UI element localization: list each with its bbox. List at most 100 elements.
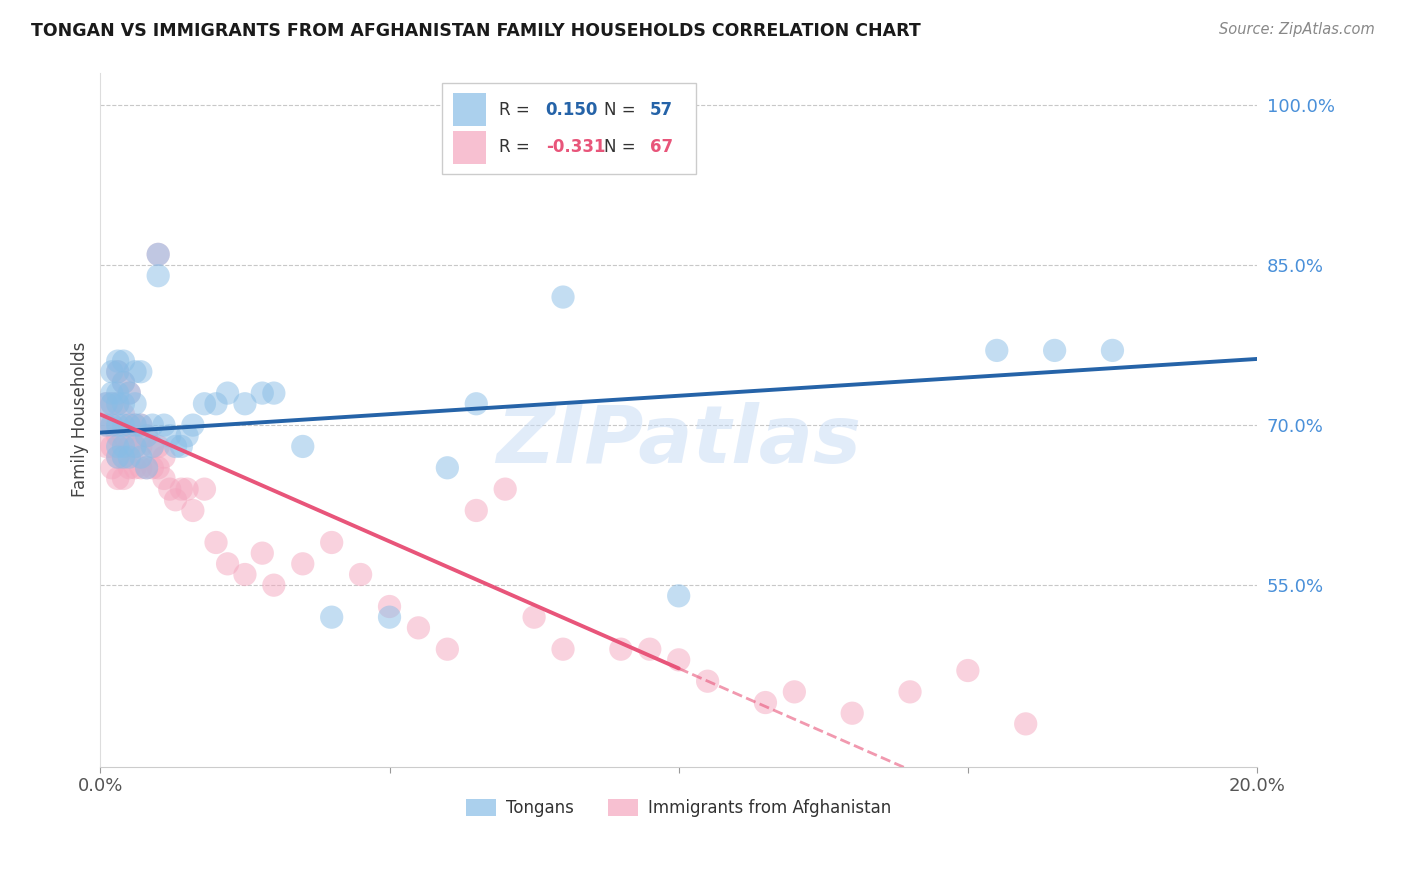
- Text: TONGAN VS IMMIGRANTS FROM AFGHANISTAN FAMILY HOUSEHOLDS CORRELATION CHART: TONGAN VS IMMIGRANTS FROM AFGHANISTAN FA…: [31, 22, 921, 40]
- Point: [141, 440, 163, 454]
- Point: [124, 418, 146, 433]
- Point: [193, 482, 215, 496]
- Point: [153, 471, 176, 485]
- Point: [841, 706, 863, 721]
- Point: [107, 365, 129, 379]
- Point: [112, 471, 135, 485]
- Point: [101, 418, 124, 433]
- Point: [135, 460, 157, 475]
- FancyBboxPatch shape: [441, 83, 696, 174]
- Point: [101, 397, 124, 411]
- Point: [148, 247, 170, 261]
- Point: [148, 460, 170, 475]
- Point: [181, 503, 204, 517]
- Point: [101, 418, 124, 433]
- Point: [124, 460, 146, 475]
- Point: [638, 642, 661, 657]
- Point: [112, 408, 135, 422]
- Point: [135, 460, 157, 475]
- Point: [101, 460, 124, 475]
- Point: [436, 642, 458, 657]
- Point: [112, 418, 135, 433]
- Point: [252, 546, 274, 560]
- Text: R =: R =: [499, 101, 536, 119]
- Point: [783, 685, 806, 699]
- Point: [101, 365, 124, 379]
- Point: [118, 450, 141, 464]
- Point: [205, 535, 228, 549]
- Point: [112, 450, 135, 464]
- Point: [124, 365, 146, 379]
- Point: [233, 397, 256, 411]
- Point: [176, 482, 198, 496]
- Point: [129, 440, 152, 454]
- Point: [176, 429, 198, 443]
- Point: [217, 386, 239, 401]
- Text: R =: R =: [499, 138, 536, 156]
- Point: [112, 376, 135, 390]
- Point: [523, 610, 546, 624]
- Point: [148, 440, 170, 454]
- Point: [165, 492, 187, 507]
- Point: [112, 429, 135, 443]
- Point: [986, 343, 1008, 358]
- Point: [494, 482, 516, 496]
- Point: [118, 460, 141, 475]
- Point: [754, 696, 776, 710]
- Point: [112, 440, 135, 454]
- Point: [170, 482, 193, 496]
- Point: [94, 397, 117, 411]
- Point: [118, 386, 141, 401]
- Point: [153, 450, 176, 464]
- Point: [94, 418, 117, 433]
- Point: [165, 440, 187, 454]
- Point: [129, 418, 152, 433]
- Point: [378, 610, 401, 624]
- Y-axis label: Family Households: Family Households: [72, 343, 89, 498]
- Point: [94, 418, 117, 433]
- Point: [124, 397, 146, 411]
- Point: [118, 418, 141, 433]
- Point: [107, 397, 129, 411]
- Point: [181, 418, 204, 433]
- Point: [291, 440, 314, 454]
- Point: [129, 460, 152, 475]
- Point: [107, 418, 129, 433]
- Point: [233, 567, 256, 582]
- Point: [107, 429, 129, 443]
- Point: [124, 418, 146, 433]
- Point: [465, 397, 488, 411]
- Point: [107, 450, 129, 464]
- Point: [135, 429, 157, 443]
- Point: [118, 418, 141, 433]
- Point: [101, 440, 124, 454]
- Point: [291, 557, 314, 571]
- Point: [321, 535, 343, 549]
- Point: [551, 290, 574, 304]
- Point: [112, 354, 135, 368]
- Point: [263, 386, 285, 401]
- Point: [129, 418, 152, 433]
- Point: [252, 386, 274, 401]
- Point: [124, 440, 146, 454]
- Point: [129, 450, 152, 464]
- Point: [205, 397, 228, 411]
- Point: [696, 674, 718, 689]
- Text: 57: 57: [650, 101, 673, 119]
- Point: [159, 482, 181, 496]
- Point: [129, 365, 152, 379]
- Point: [465, 503, 488, 517]
- Bar: [453, 130, 485, 164]
- Point: [124, 440, 146, 454]
- Point: [101, 386, 124, 401]
- Point: [153, 418, 176, 433]
- Text: N =: N =: [603, 138, 640, 156]
- Point: [101, 397, 124, 411]
- Text: N =: N =: [603, 101, 640, 119]
- Point: [159, 429, 181, 443]
- Point: [118, 440, 141, 454]
- Point: [141, 440, 163, 454]
- Point: [349, 567, 371, 582]
- Point: [118, 386, 141, 401]
- Point: [436, 460, 458, 475]
